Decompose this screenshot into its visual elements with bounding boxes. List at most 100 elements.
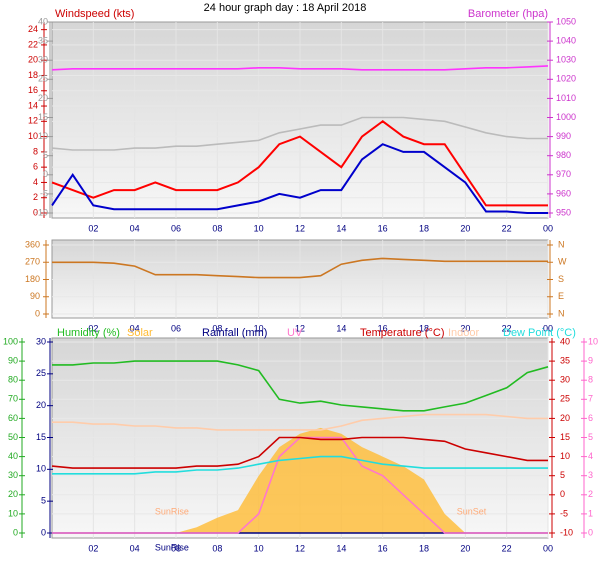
y-tick-label: 5	[560, 470, 565, 480]
line	[52, 455, 548, 475]
x-tick-label: 04	[130, 543, 140, 553]
x-tick-label: 04	[130, 223, 140, 233]
y-tick-label: 90	[30, 291, 40, 301]
y-tick-label: 1	[588, 508, 593, 518]
x-tick-label: 14	[336, 543, 346, 553]
y-tick-label: 0	[560, 489, 565, 499]
y-tick-label: 60	[8, 413, 18, 423]
x-tick-label: 02	[88, 323, 98, 333]
y-tick-label: 10	[588, 336, 598, 346]
y-tick-label: 16	[28, 85, 38, 95]
x-tick-label: 18	[419, 543, 429, 553]
y-tick-label: 4	[588, 451, 593, 461]
y-tick-label: 30	[36, 336, 46, 346]
y-tick-label: 1020	[556, 74, 576, 84]
y-tick-label: 30	[560, 375, 570, 385]
x-tick-label: 10	[254, 323, 264, 333]
y-tick-label: 5	[43, 150, 48, 160]
y-tick-label: 40	[38, 16, 48, 26]
y-tick-label: 80	[8, 375, 18, 385]
x-tick-label: 08	[212, 543, 222, 553]
y-tick-label: 12	[28, 116, 38, 126]
x-tick-label: 12	[295, 543, 305, 553]
annotation: SunRise	[155, 542, 189, 552]
x-tick-label: 00	[543, 543, 553, 553]
y-tick-label: S	[558, 274, 564, 284]
y-tick-label: 20	[28, 55, 38, 65]
x-tick-label: 20	[460, 543, 470, 553]
x-tick-label: 12	[295, 323, 305, 333]
y-tick-label: 10	[8, 508, 18, 518]
y-tick-label: 970	[556, 169, 571, 179]
y-tick-label: 0	[43, 169, 48, 179]
x-tick-label: 20	[460, 223, 470, 233]
x-tick-label: 14	[336, 223, 346, 233]
x-tick-label: 14	[336, 323, 346, 333]
y-tick-label: 15	[38, 112, 48, 122]
y-tick-label: 100	[3, 336, 18, 346]
x-tick-label: 16	[378, 323, 388, 333]
y-tick-label: -10	[35, 207, 48, 217]
y-tick-label: N	[558, 308, 565, 318]
x-tick-label: 06	[171, 223, 181, 233]
y-tick-label: 180	[25, 274, 40, 284]
y-tick-label: 20	[38, 93, 48, 103]
y-tick-label: 4	[33, 177, 38, 187]
y-tick-label: 50	[8, 432, 18, 442]
y-tick-label: 1050	[556, 16, 576, 26]
legend-entry: Dew Point (°C)	[503, 327, 576, 339]
x-tick-label: 10	[254, 223, 264, 233]
y-tick-label: E	[558, 291, 564, 301]
line	[51, 436, 548, 469]
legend-entry: Humidity (%)	[57, 327, 120, 339]
y-tick-label: 3	[588, 470, 593, 480]
y-tick-label: 22	[28, 39, 38, 49]
x-tick-label: 18	[419, 323, 429, 333]
y-tick-label: 8	[588, 375, 593, 385]
y-tick-label: 1030	[556, 55, 576, 65]
y-tick-label: 0	[33, 207, 38, 217]
x-tick-label: 18	[419, 223, 429, 233]
y-tick-label: 0	[13, 527, 18, 537]
y-tick-label: -10	[560, 527, 573, 537]
chart-title: 24 hour graph day : 18 April 2018	[204, 2, 367, 14]
y-tick-label: 1040	[556, 35, 576, 45]
x-tick-label: 16	[378, 543, 388, 553]
y-tick-label: 25	[36, 368, 46, 378]
y-tick-label: 40	[8, 451, 18, 461]
line	[51, 116, 548, 151]
y-tick-label: 30	[8, 470, 18, 480]
y-tick-label: 1000	[556, 112, 576, 122]
y-tick-label: 5	[41, 496, 46, 506]
line	[52, 360, 549, 412]
y-axis-label: Windspeed (kts)	[55, 8, 134, 20]
y-tick-label: 15	[560, 432, 570, 442]
y-tick-label: 24	[28, 24, 38, 34]
x-tick-label: 10	[254, 543, 264, 553]
x-tick-label: 22	[502, 223, 512, 233]
y-tick-label: 10	[38, 131, 48, 141]
y-tick-label: 8	[33, 146, 38, 156]
y-tick-label: 990	[556, 131, 571, 141]
y-tick-label: 35	[560, 355, 570, 365]
y-tick-label: 1010	[556, 93, 576, 103]
legend-entry: Rainfall (mm)	[202, 327, 267, 339]
y-tick-label: 20	[8, 489, 18, 499]
y-tick-label: 960	[556, 188, 571, 198]
y-tick-label: 6	[588, 413, 593, 423]
y-tick-label: 10	[560, 451, 570, 461]
y-tick-label: N	[558, 239, 565, 249]
y-tick-label: 0	[41, 527, 46, 537]
line	[52, 257, 548, 279]
line	[51, 65, 549, 71]
y-tick-label: 0	[588, 527, 593, 537]
x-tick-label: 00	[543, 223, 553, 233]
annotation: SunSet	[457, 506, 487, 516]
y-tick-label: 30	[38, 55, 48, 65]
y-tick-label: 25	[38, 74, 48, 84]
y-tick-label: 25	[560, 394, 570, 404]
y-tick-label: 0	[35, 308, 40, 318]
x-tick-label: 00	[543, 323, 553, 333]
x-tick-label: 22	[502, 543, 512, 553]
